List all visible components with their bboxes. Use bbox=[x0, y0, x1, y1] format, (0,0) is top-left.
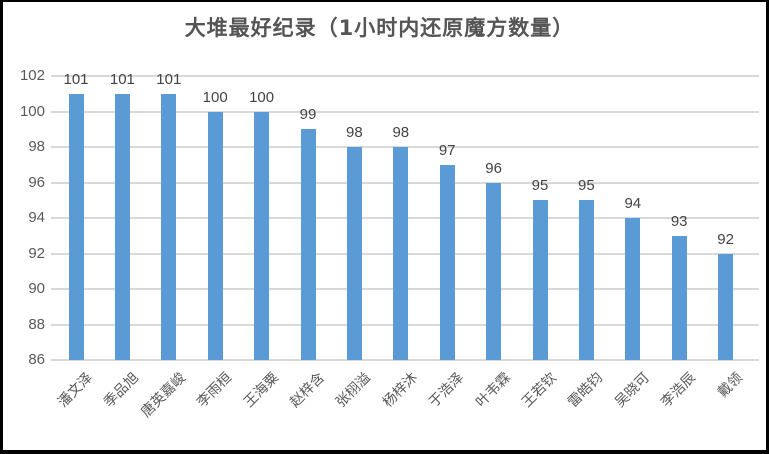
x-axis-category-label: 戴领 bbox=[713, 369, 745, 401]
x-axis-category-label: 张栩溢 bbox=[332, 369, 374, 411]
bar-value-label: 101 bbox=[156, 70, 182, 88]
bar bbox=[300, 129, 316, 360]
y-axis-tick-label: 96 bbox=[28, 173, 45, 191]
x-axis-category-label: 于浩泽 bbox=[425, 369, 467, 411]
x-axis-category-label: 李雨桓 bbox=[193, 369, 235, 411]
x-axis-category-label: 唐英嘉峻 bbox=[137, 369, 189, 420]
x-axis-category-label: 叶韦霖 bbox=[471, 369, 513, 411]
bar-value-label: 95 bbox=[531, 177, 549, 195]
bar-value-label: 100 bbox=[249, 88, 275, 106]
bar bbox=[393, 147, 409, 360]
bar bbox=[439, 164, 455, 360]
bar-value-label: 95 bbox=[578, 177, 595, 195]
y-axis-tick-label: 98 bbox=[28, 138, 45, 155]
gridline bbox=[51, 75, 759, 77]
bar-value-label: 98 bbox=[392, 124, 410, 141]
x-axis-category-label: 王海粟 bbox=[239, 369, 281, 411]
bar bbox=[532, 200, 548, 360]
bar bbox=[671, 235, 687, 360]
bar bbox=[161, 93, 177, 360]
y-axis-tick-label: 88 bbox=[28, 315, 45, 333]
y-axis-tick-label: 100 bbox=[19, 102, 45, 120]
bar-value-label: 94 bbox=[624, 195, 642, 212]
bar bbox=[486, 182, 502, 360]
y-axis-tick-label: 86 bbox=[28, 351, 45, 368]
bar bbox=[207, 111, 223, 360]
bar-value-label: 98 bbox=[346, 124, 363, 141]
y-axis-tick-label: 90 bbox=[28, 280, 45, 297]
bar-value-label: 100 bbox=[202, 88, 228, 106]
bar-value-label: 92 bbox=[717, 230, 734, 248]
bar bbox=[68, 93, 84, 360]
plot-area: 86 88 90 92 94 96 98 100 102 101 潘文泽 101 季品旭 101 唐英嘉峻 1… bbox=[3, 2, 766, 450]
x-axis-category-label: 雷皓钧 bbox=[564, 369, 606, 411]
bar-value-label: 97 bbox=[438, 141, 456, 159]
bar bbox=[718, 253, 734, 360]
gridline bbox=[51, 110, 759, 113]
x-axis-category-label: 杨梓沐 bbox=[379, 369, 421, 411]
y-axis-tick-label: 94 bbox=[28, 209, 45, 226]
bar-value-label: 101 bbox=[63, 70, 89, 88]
bar-value-label: 96 bbox=[485, 159, 502, 177]
x-axis-category-label: 王若钦 bbox=[518, 369, 560, 411]
x-axis-category-label: 季品旭 bbox=[100, 369, 142, 411]
x-axis-line bbox=[51, 359, 759, 361]
bar bbox=[346, 147, 362, 360]
bar-value-label: 99 bbox=[299, 106, 317, 124]
x-axis-category-label: 赵梓含 bbox=[286, 369, 328, 411]
chart-title: 大堆最好纪录（1小时内还原魔方数量） bbox=[184, 16, 575, 40]
x-axis-category-label: 潘文泽 bbox=[54, 369, 96, 411]
y-axis-tick-label: 102 bbox=[19, 67, 45, 84]
bar bbox=[578, 200, 594, 360]
bar bbox=[254, 111, 270, 360]
bar bbox=[625, 218, 641, 360]
bar bbox=[114, 93, 130, 360]
x-axis-category-label: 李浩辰 bbox=[657, 369, 699, 411]
bar-value-label: 101 bbox=[109, 70, 135, 88]
x-axis-category-label: 吴晓可 bbox=[611, 369, 653, 411]
bar-value-label: 93 bbox=[670, 212, 688, 230]
y-axis-tick-label: 92 bbox=[28, 244, 45, 262]
